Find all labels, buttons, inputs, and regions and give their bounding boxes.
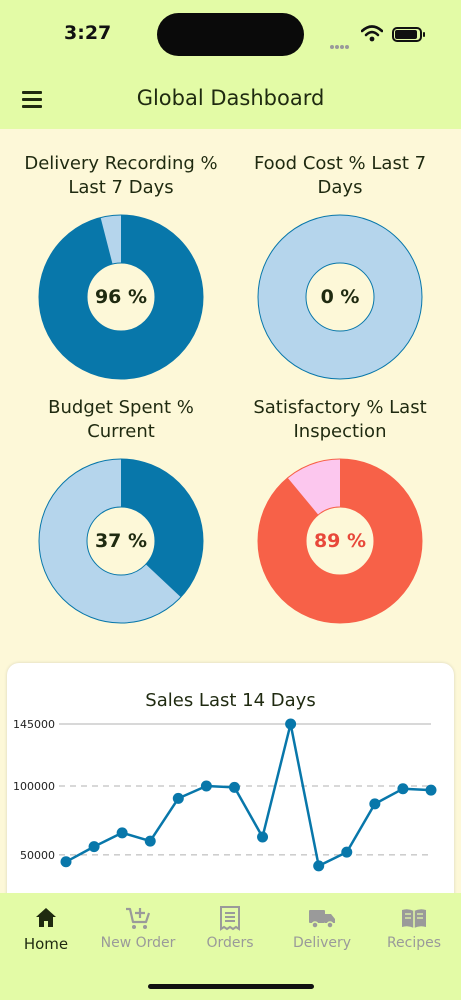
data-point <box>60 856 72 868</box>
tab-orders[interactable]: Orders <box>184 905 276 951</box>
gauge-center <box>305 262 375 332</box>
tab-delivery[interactable]: Delivery <box>276 905 368 951</box>
data-point <box>200 780 212 792</box>
truck-icon <box>309 910 335 929</box>
y-tick-label: 50000 <box>20 849 55 862</box>
gauge-fill <box>121 459 204 598</box>
data-point <box>116 827 128 839</box>
gauge-center <box>305 506 375 576</box>
gauge-title-satisfactory: Satisfactory % Last Inspection <box>253 397 427 442</box>
data-point <box>257 831 269 843</box>
gauge-satisfactory: 89 % <box>257 458 423 624</box>
data-point <box>341 846 353 858</box>
hamburger-menu-icon[interactable] <box>20 89 46 111</box>
gauge-budget: 37 % <box>38 458 204 624</box>
data-point <box>397 783 409 795</box>
data-point <box>313 860 325 872</box>
tab-label: New Order <box>100 935 176 951</box>
gauge-value-food-cost: 0 % <box>320 286 360 308</box>
gauge-title-delivery: Delivery Recording % Last 7 Days <box>24 153 218 198</box>
tab-new-order[interactable]: New Order <box>92 905 184 951</box>
home-indicator <box>148 984 314 989</box>
wifi-icon <box>361 25 383 42</box>
data-point <box>88 841 100 853</box>
status-time: 3:27 <box>64 22 112 44</box>
app-header: Global Dashboard <box>0 72 461 129</box>
gauge-title-food-cost: Food Cost % Last 7 Days <box>253 153 427 198</box>
tab-label: Orders <box>206 935 254 951</box>
gauge-value-budget: 37 % <box>94 530 148 552</box>
gauge-delivery: 96 % <box>38 214 204 380</box>
tab-recipes[interactable]: Recipes <box>368 905 460 951</box>
tab-label: Recipes <box>386 935 442 951</box>
data-point <box>285 718 297 730</box>
gauge-food-cost: 0 % <box>257 214 423 380</box>
gauge-title-budget: Budget Spent % Current <box>48 397 194 442</box>
series-line <box>65 722 432 868</box>
bottom-tab-bar: Home New Order Orders Delivery Recip <box>0 893 461 1000</box>
battery-icon <box>392 27 425 42</box>
data-point <box>228 781 240 793</box>
status-bar: 3:27 <box>0 0 461 72</box>
cart-plus-icon <box>126 907 151 929</box>
data-point <box>172 792 184 804</box>
gauge-value-satisfactory: 89 % <box>313 530 367 552</box>
gauge-center <box>86 262 156 332</box>
receipt-icon <box>220 906 240 931</box>
tab-label: Home <box>23 935 69 953</box>
tab-home[interactable]: Home <box>0 905 92 953</box>
sales-chart-card: Sales Last 14 Days 50000 100000 145000 <box>7 663 454 923</box>
chart-title: Sales Last 14 Days <box>145 690 316 711</box>
cellular-signal-icon <box>330 34 350 53</box>
y-tick-label: 145000 <box>13 718 55 731</box>
home-icon <box>36 908 56 927</box>
camera-notch <box>157 13 304 56</box>
tab-label: Delivery <box>292 935 352 951</box>
book-icon <box>402 909 426 928</box>
gauge-center <box>86 506 156 576</box>
data-point <box>369 798 381 810</box>
sales-line-chart: 50000 100000 145000 <box>13 718 437 872</box>
data-point <box>144 835 156 847</box>
y-tick-label: 100000 <box>13 780 55 793</box>
gauge-value-delivery: 96 % <box>94 286 148 308</box>
page-title: Global Dashboard <box>136 86 325 110</box>
data-point <box>425 784 437 796</box>
